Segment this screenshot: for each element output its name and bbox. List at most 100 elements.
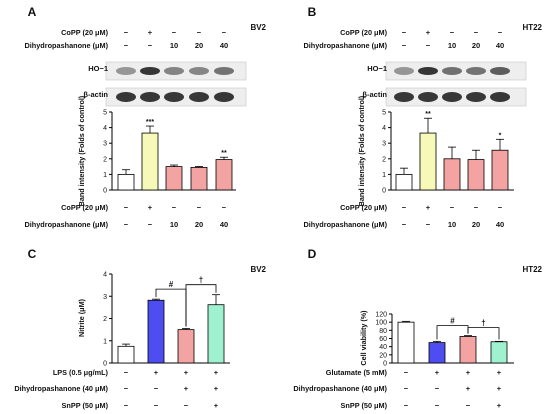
treatment-mark: − <box>124 220 129 229</box>
y-tick-label: 3 <box>103 294 107 301</box>
bar <box>165 166 183 191</box>
y-tick-label: 0 <box>103 361 107 368</box>
blot-band <box>394 92 414 102</box>
treatment-mark: + <box>435 368 440 377</box>
treatment-mark: − <box>404 384 409 393</box>
blot-band <box>214 92 234 102</box>
treatment-mark: − <box>124 28 129 37</box>
hash-mark: # <box>169 280 174 289</box>
y-tick-label: 80 <box>379 328 387 335</box>
treatment-mark: − <box>466 401 471 410</box>
significance-bracket <box>467 327 500 340</box>
treatment-mark: + <box>148 203 153 212</box>
treatment-mark: − <box>474 28 479 37</box>
y-tick-label: 1 <box>103 338 107 345</box>
bar-chart <box>388 111 514 191</box>
treatment-mark: − <box>154 401 159 410</box>
treatment-label: Dihydropashanone (μM) <box>24 220 108 229</box>
treatment-label: SnPP (50 μM) <box>341 401 388 410</box>
treatment-label: CoPP (20 μM) <box>61 28 108 37</box>
blot-band <box>418 92 438 102</box>
treatment-mark: − <box>402 203 407 212</box>
blot-label: HO−1 <box>367 64 387 73</box>
treatment-mark: + <box>466 368 471 377</box>
blot-band <box>418 67 438 75</box>
y-tick-label: 0 <box>382 188 386 195</box>
blot-band <box>140 67 160 75</box>
bar <box>397 321 415 364</box>
treatment-mark: − <box>222 28 227 37</box>
treatment-mark: + <box>184 384 189 393</box>
y-tick-label: 5 <box>103 110 107 117</box>
y-tick-label: 4 <box>103 125 107 132</box>
treatment-mark: + <box>214 368 219 377</box>
treatment-mark: + <box>497 368 502 377</box>
bar <box>117 345 135 364</box>
treatment-mark: + <box>184 368 189 377</box>
bar <box>141 132 159 191</box>
y-tick-label: 40 <box>379 344 387 351</box>
y-tick-label: 0 <box>383 361 387 368</box>
treatment-label: Dihydropashanone (40 μM) <box>14 384 108 393</box>
treatment-mark: − <box>222 203 227 212</box>
blot-label: β-actin <box>362 90 387 99</box>
dagger-mark: † <box>481 319 485 328</box>
y-axis-label: Band intensity (Folds of control) <box>357 95 366 206</box>
treatment-mark: − <box>124 384 129 393</box>
treatment-mark: − <box>426 220 431 229</box>
bar <box>147 299 165 364</box>
treatment-mark: − <box>402 28 407 37</box>
treatment-label: Dihydropashanone (μM) <box>303 41 387 50</box>
bar <box>467 159 485 191</box>
treatment-mark: − <box>124 41 129 50</box>
treatment-label: Dihydropashanone (μM) <box>24 41 108 50</box>
y-tick-label: 1 <box>103 172 107 179</box>
treatment-mark: − <box>498 203 503 212</box>
treatment-label: Dihydropashanone (40 μM) <box>293 384 387 393</box>
treatment-mark: − <box>124 203 129 212</box>
treatment-mark: − <box>474 203 479 212</box>
panel-letter: D <box>308 247 317 261</box>
cell-line-label: BV2 <box>250 265 266 274</box>
blot-band <box>140 92 160 102</box>
treatment-mark: + <box>426 203 431 212</box>
treatment-label: Glutamate (5 mM) <box>326 368 388 377</box>
significance-mark: ** <box>221 150 227 157</box>
bar <box>459 336 477 364</box>
bar-chart <box>109 273 230 364</box>
blot-band <box>116 67 136 75</box>
bar <box>190 166 208 191</box>
treatment-mark: + <box>214 384 219 393</box>
treatment-mark: − <box>148 220 153 229</box>
y-tick-label: 2 <box>382 156 386 163</box>
y-axis-label: Nitrite (μM) <box>77 298 86 337</box>
y-tick-label: 4 <box>103 272 107 279</box>
blot-band <box>466 92 486 102</box>
treatment-mark: 40 <box>220 220 228 229</box>
treatment-mark: 40 <box>220 41 228 50</box>
treatment-mark: − <box>197 203 202 212</box>
y-tick-label: 2 <box>103 316 107 323</box>
blot-band <box>442 92 462 102</box>
y-tick-label: 120 <box>375 312 387 319</box>
treatment-mark: − <box>402 41 407 50</box>
bar-chart <box>389 313 514 364</box>
western-blot <box>105 61 247 107</box>
blot-band <box>164 92 184 102</box>
bar <box>215 159 233 191</box>
blot-band <box>466 67 486 75</box>
blot-band <box>490 92 510 102</box>
treatment-mark: 20 <box>472 41 480 50</box>
treatment-mark: 40 <box>496 220 504 229</box>
treatment-mark: 10 <box>448 220 456 229</box>
treatment-label: LPS (0.5 μg/mL) <box>53 368 109 377</box>
treatment-mark: − <box>197 28 202 37</box>
significance-mark: * <box>499 132 502 139</box>
blot-band <box>442 67 462 75</box>
y-tick-label: 3 <box>103 141 107 148</box>
y-tick-label: 1 <box>382 172 386 179</box>
cell-line-label: HT22 <box>522 265 542 274</box>
treatment-mark: − <box>450 28 455 37</box>
treatment-mark: − <box>124 368 129 377</box>
treatment-mark: 10 <box>448 41 456 50</box>
